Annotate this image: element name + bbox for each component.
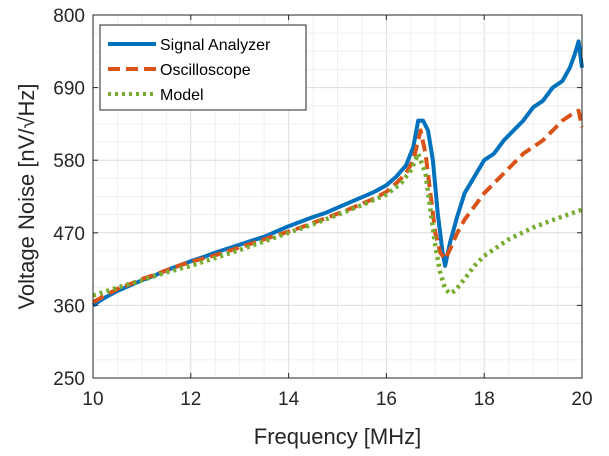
- ticks: [92, 14, 583, 379]
- plot-box: [92, 14, 583, 379]
- x-axis-label: Frequency [MHz]: [254, 424, 422, 449]
- x-tick-labels: 10 12 14 16 18 20: [82, 389, 592, 410]
- x-tick-label: 12: [180, 389, 201, 410]
- y-tick-label: 800: [53, 6, 85, 27]
- y-tick-label: 470: [53, 224, 85, 245]
- x-tick-label: 18: [474, 389, 495, 410]
- x-tick-label: 10: [82, 389, 103, 410]
- y-axis-label: Voltage Noise [nV/√Hz]: [14, 83, 39, 309]
- legend-label-oscilloscope: Oscilloscope: [160, 62, 251, 79]
- legend: Signal Analyzer Oscilloscope Model: [99, 24, 307, 111]
- series-line-oscilloscope: [92, 108, 584, 304]
- y-tick-label: 360: [53, 296, 85, 317]
- y-tick-label: 690: [53, 79, 85, 100]
- x-tick-label: 16: [376, 389, 397, 410]
- y-tick-label: 580: [53, 151, 85, 172]
- y-tick-labels: 250 360 470 580 690 800: [53, 6, 85, 390]
- series-line-model: [92, 151, 583, 298]
- legend-label-signal-analyzer: Signal Analyzer: [160, 37, 271, 54]
- x-tick-label: 14: [278, 389, 300, 410]
- series-layer: [91, 39, 584, 308]
- x-tick-label: 20: [571, 389, 592, 410]
- y-tick-label: 250: [53, 369, 85, 390]
- legend-label-model: Model: [160, 87, 204, 104]
